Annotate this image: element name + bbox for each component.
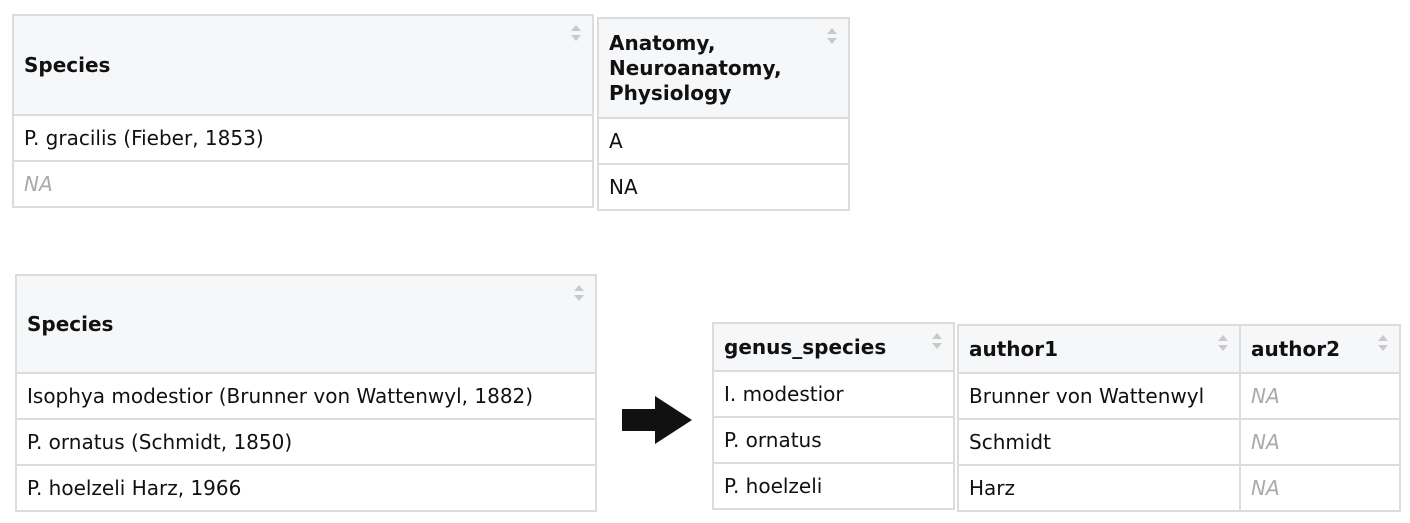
- table-cell: Isophya modestior (Brunner von Wattenwyl…: [15, 372, 597, 420]
- species-table-bottom: Species Isophya modestior (Brunner von W…: [15, 274, 597, 512]
- table-cell: Brunner von Wattenwyl: [957, 372, 1241, 420]
- table-cell: I. modestior: [712, 370, 955, 418]
- column-header-genus-species[interactable]: genus_species: [712, 322, 955, 372]
- sort-icon[interactable]: [826, 27, 838, 45]
- column-header-species[interactable]: Species: [12, 14, 594, 116]
- table-row: Brunner von Wattenwyl NA: [957, 372, 1401, 420]
- genus-species-table: genus_species I. modestior P. ornatus P.…: [712, 322, 955, 510]
- table-header-row: Species: [15, 274, 597, 374]
- table-row: P. hoelzeli Harz, 1966: [15, 464, 597, 512]
- column-header-label: genus_species: [724, 334, 887, 359]
- sort-icon[interactable]: [570, 24, 582, 42]
- table-cell: NA: [12, 160, 594, 208]
- sort-icon[interactable]: [573, 284, 585, 302]
- column-header-author2[interactable]: author2: [1239, 324, 1401, 374]
- table-cell: A: [597, 117, 850, 165]
- column-header-label: Anatomy, Neuroanatomy, Physiology: [609, 30, 782, 105]
- arrow-right-icon: [622, 396, 692, 444]
- column-header-label: author1: [969, 336, 1059, 361]
- table-cell: P. ornatus: [712, 416, 955, 464]
- column-header-label: Species: [24, 52, 111, 77]
- table-cell: NA: [597, 163, 850, 211]
- table-cell: NA: [1239, 418, 1401, 466]
- table-row: I. modestior: [712, 370, 955, 418]
- anatomy-table: Anatomy, Neuroanatomy, Physiology A NA: [597, 17, 850, 211]
- table-cell: P. ornatus (Schmidt, 1850): [15, 418, 597, 466]
- sort-icon[interactable]: [1377, 334, 1389, 352]
- column-header-author1[interactable]: author1: [957, 324, 1241, 374]
- species-table-top: Species P. gracilis (Fieber, 1853) NA: [12, 14, 594, 208]
- table-cell: P. hoelzeli: [712, 462, 955, 510]
- column-header-label: Species: [27, 311, 114, 336]
- authors-table: author1 author2 Brunner von Wattenwyl NA…: [957, 324, 1401, 512]
- table-cell: NA: [1239, 372, 1401, 420]
- sort-icon[interactable]: [1217, 334, 1229, 352]
- table-row: P. hoelzeli: [712, 462, 955, 510]
- table-header-row: author1 author2: [957, 324, 1401, 374]
- table-row: P. gracilis (Fieber, 1853): [12, 114, 594, 162]
- sort-icon[interactable]: [931, 332, 943, 350]
- table-cell: P. hoelzeli Harz, 1966: [15, 464, 597, 512]
- table-row: NA: [597, 163, 850, 211]
- table-row: Schmidt NA: [957, 418, 1401, 466]
- table-header-row: genus_species: [712, 322, 955, 372]
- table-row: P. ornatus (Schmidt, 1850): [15, 418, 597, 466]
- table-cell: Harz: [957, 464, 1241, 512]
- table-row: Isophya modestior (Brunner von Wattenwyl…: [15, 372, 597, 420]
- table-cell: Schmidt: [957, 418, 1241, 466]
- table-row: P. ornatus: [712, 416, 955, 464]
- column-header-label: author2: [1251, 336, 1341, 361]
- table-header-row: Species: [12, 14, 594, 116]
- table-cell: NA: [1239, 464, 1401, 512]
- column-header-anatomy[interactable]: Anatomy, Neuroanatomy, Physiology: [597, 17, 850, 119]
- table-header-row: Anatomy, Neuroanatomy, Physiology: [597, 17, 850, 119]
- table-row: Harz NA: [957, 464, 1401, 512]
- table-row: A: [597, 117, 850, 165]
- table-row: NA: [12, 160, 594, 208]
- column-header-species[interactable]: Species: [15, 274, 597, 374]
- table-cell: P. gracilis (Fieber, 1853): [12, 114, 594, 162]
